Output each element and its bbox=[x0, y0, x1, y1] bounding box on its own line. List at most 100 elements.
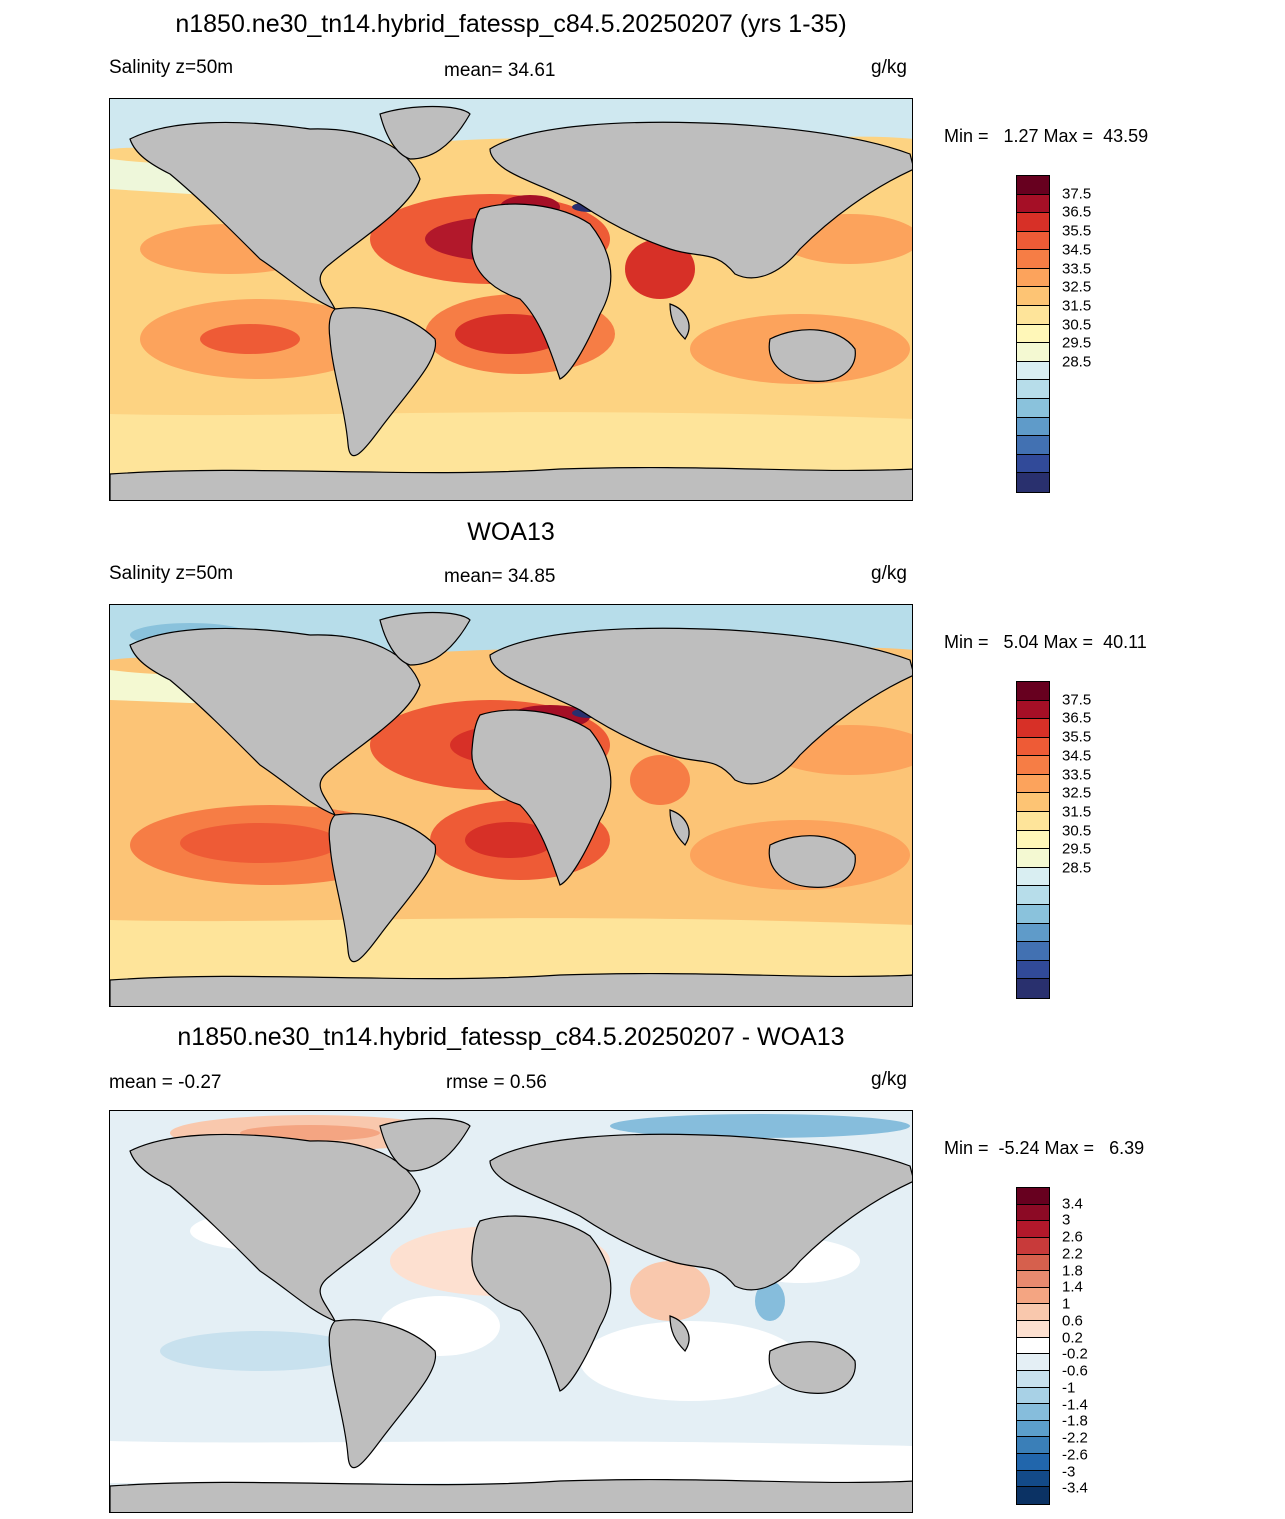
colorbar-tick-label: 30.5 bbox=[1062, 822, 1092, 840]
panel1-minmax: Min = 1.27 Max = 43.59 bbox=[944, 126, 1149, 146]
colorbar-tick-label: 31.5 bbox=[1062, 803, 1092, 821]
colorbar-tick-label: 28.5 bbox=[1062, 859, 1092, 877]
colorbar-swatch bbox=[1017, 1354, 1049, 1371]
colorbar-swatch bbox=[1017, 774, 1049, 794]
colorbar-swatch bbox=[1017, 1221, 1049, 1238]
panel3-map bbox=[109, 1110, 913, 1513]
colorbar-swatch bbox=[1017, 1370, 1049, 1388]
colorbar-swatch bbox=[1017, 454, 1049, 474]
colorbar-tick-label: 1.8 bbox=[1062, 1262, 1083, 1280]
colorbar-tick-label: 33.5 bbox=[1062, 260, 1092, 278]
colorbar-tick-label: 36.5 bbox=[1062, 709, 1092, 727]
panel2-variable-label: Salinity z=50m bbox=[109, 563, 234, 584]
colorbar-swatch bbox=[1017, 1437, 1049, 1454]
colorbar-swatch bbox=[1017, 719, 1049, 738]
colorbar-tick-label: 28.5 bbox=[1062, 353, 1092, 371]
colorbar-swatch bbox=[1017, 1337, 1049, 1355]
colorbar-swatch bbox=[1017, 904, 1049, 924]
colorbar-tick-label: 29.5 bbox=[1062, 334, 1092, 352]
colorbar-tick-label: -2.6 bbox=[1062, 1446, 1088, 1464]
colorbar-tick-label: 2.2 bbox=[1062, 1245, 1083, 1263]
panel1-title: n1850.ne30_tn14.hybrid_fatessp_c84.5.202… bbox=[175, 10, 847, 38]
panel2-mean-label: mean= 34.85 bbox=[444, 566, 556, 587]
colorbar-tick-label: 30.5 bbox=[1062, 316, 1092, 334]
colorbar-swatch bbox=[1017, 436, 1049, 455]
colorbar-swatch bbox=[1017, 1188, 1049, 1205]
colorbar-swatch bbox=[1017, 343, 1049, 362]
panel1-map bbox=[109, 98, 913, 501]
panel3-minmax: Min = -5.24 Max = 6.39 bbox=[944, 1138, 1145, 1158]
colorbar-tick-label: -1 bbox=[1062, 1379, 1076, 1397]
colorbar-tick-label: 31.5 bbox=[1062, 297, 1092, 315]
colorbar-swatch bbox=[1017, 737, 1049, 757]
colorbar-swatch bbox=[1017, 849, 1049, 868]
colorbar-swatch bbox=[1017, 812, 1049, 831]
colorbar-swatch bbox=[1017, 1454, 1049, 1471]
colorbar-swatch bbox=[1017, 1204, 1049, 1222]
colorbar-swatch bbox=[1017, 1387, 1049, 1405]
colorbar-swatch bbox=[1017, 756, 1049, 775]
colorbar-swatch bbox=[1017, 194, 1049, 214]
panel1-map-svg bbox=[110, 99, 912, 500]
colorbar-swatch bbox=[1017, 473, 1049, 492]
colorbar-tick-label: 3 bbox=[1062, 1211, 1071, 1229]
panel1-units-label: g/kg bbox=[871, 57, 907, 78]
colorbar-swatch bbox=[1017, 700, 1049, 720]
colorbar-tick-label: -3.4 bbox=[1062, 1479, 1088, 1497]
colorbar-tick-label: 33.5 bbox=[1062, 766, 1092, 784]
panel2-colorbar bbox=[1016, 681, 1050, 999]
colorbar-tick-label: -0.2 bbox=[1062, 1345, 1088, 1363]
colorbar-swatch bbox=[1017, 287, 1049, 307]
panel2-map-svg bbox=[110, 605, 912, 1006]
colorbar-swatch bbox=[1017, 960, 1049, 980]
colorbar-swatch bbox=[1017, 1321, 1049, 1338]
colorbar-tick-label: -3 bbox=[1062, 1463, 1076, 1481]
colorbar-tick-label: 35.5 bbox=[1062, 728, 1092, 746]
panel3-colorbar bbox=[1016, 1187, 1050, 1505]
colorbar-swatch bbox=[1017, 942, 1049, 961]
colorbar-tick-label: 37.5 bbox=[1062, 185, 1092, 203]
panel1-colorbar bbox=[1016, 175, 1050, 493]
colorbar-swatch bbox=[1017, 1287, 1049, 1305]
panel2-units-label: g/kg bbox=[871, 563, 907, 584]
colorbar-swatch bbox=[1017, 1237, 1049, 1255]
colorbar-swatch bbox=[1017, 324, 1049, 344]
colorbar-tick-label: 34.5 bbox=[1062, 241, 1092, 259]
colorbar-tick-label: 1 bbox=[1062, 1295, 1071, 1313]
colorbar-swatch bbox=[1017, 1254, 1049, 1272]
panel2-map bbox=[109, 604, 913, 1007]
colorbar-tick-label: 2.6 bbox=[1062, 1228, 1083, 1246]
colorbar-swatch bbox=[1017, 923, 1049, 943]
colorbar-swatch bbox=[1017, 1470, 1049, 1488]
colorbar-swatch bbox=[1017, 361, 1049, 381]
colorbar-tick-label: 0.2 bbox=[1062, 1329, 1083, 1347]
colorbar-tick-label: 35.5 bbox=[1062, 222, 1092, 240]
colorbar-swatch bbox=[1017, 380, 1049, 399]
colorbar-swatch bbox=[1017, 830, 1049, 850]
panel3-rmse-label: rmse = 0.56 bbox=[446, 1072, 547, 1093]
colorbar-tick-label: 37.5 bbox=[1062, 691, 1092, 709]
panel1-variable-label: Salinity z=50m bbox=[109, 57, 234, 78]
colorbar-tick-label: -2.2 bbox=[1062, 1429, 1088, 1447]
colorbar-swatch bbox=[1017, 176, 1049, 195]
colorbar-tick-label: -1.8 bbox=[1062, 1412, 1088, 1430]
colorbar-tick-label: 0.6 bbox=[1062, 1312, 1083, 1330]
colorbar-swatch bbox=[1017, 1487, 1049, 1504]
panel2-minmax: Min = 5.04 Max = 40.11 bbox=[944, 632, 1147, 652]
colorbar-swatch bbox=[1017, 250, 1049, 269]
panel3-map-svg bbox=[110, 1111, 912, 1512]
colorbar-swatch bbox=[1017, 979, 1049, 998]
colorbar-tick-label: 1.4 bbox=[1062, 1278, 1083, 1296]
panel3-mean-label: mean = -0.27 bbox=[109, 1072, 222, 1093]
colorbar-swatch bbox=[1017, 1271, 1049, 1288]
panel3-title: n1850.ne30_tn14.hybrid_fatessp_c84.5.202… bbox=[177, 1023, 845, 1051]
colorbar-swatch bbox=[1017, 306, 1049, 325]
colorbar-swatch bbox=[1017, 268, 1049, 288]
colorbar-swatch bbox=[1017, 867, 1049, 887]
colorbar-swatch bbox=[1017, 886, 1049, 905]
colorbar-swatch bbox=[1017, 682, 1049, 701]
colorbar-swatch bbox=[1017, 1404, 1049, 1421]
colorbar-tick-label: 3.4 bbox=[1062, 1195, 1083, 1213]
colorbar-tick-label: -0.6 bbox=[1062, 1362, 1088, 1380]
colorbar-swatch bbox=[1017, 398, 1049, 418]
